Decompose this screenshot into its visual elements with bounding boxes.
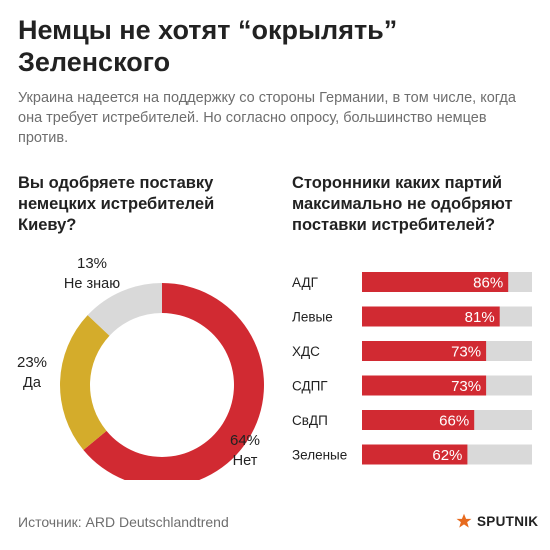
- donut-category-label: Нет: [233, 453, 258, 469]
- bar-3: [362, 375, 487, 396]
- bar-0: [362, 272, 509, 292]
- bar-value-label: 73%: [451, 378, 481, 395]
- page-title: Немцы не хотят “окрылять” Зеленского: [18, 15, 398, 77]
- bar-value-label: 73%: [451, 344, 481, 361]
- bar-value-label: 62%: [432, 447, 462, 464]
- brand-name: SPUTNIK: [477, 513, 539, 529]
- source-note: Источник: ARD Deutschlandtrend: [18, 514, 229, 530]
- bar-5: [362, 444, 468, 465]
- donut-value-label: 13%: [77, 255, 107, 272]
- bar-1: [362, 306, 500, 327]
- bar-category-label: АДГ: [292, 275, 319, 290]
- bar-2: [362, 341, 487, 361]
- donut-slice-1: [60, 315, 110, 451]
- brand-logo: SPUTNIK: [455, 512, 538, 530]
- bar-4: [362, 410, 475, 430]
- bar-value-label: 66%: [439, 413, 469, 430]
- donut-slice-2: [87, 283, 162, 336]
- donut-value-label: 23%: [17, 354, 47, 371]
- donut-slice-0: [83, 283, 264, 480]
- donut-chart: 64% Нет 23% Да 13% Не знаю: [17, 255, 264, 480]
- bar-category-label: ХДС: [292, 344, 320, 359]
- bar-chart: АДГ 86% Левые 81% ХДС 73% СДПГ 73% СвДП 66% Зелены…: [292, 272, 532, 465]
- bar-category-label: СДПГ: [292, 379, 328, 394]
- donut-category-label: Не знаю: [64, 276, 120, 292]
- bars-question: Сторонники каких партий максимально не о…: [292, 174, 513, 234]
- donut-value-label: 64%: [230, 432, 260, 449]
- bar-value-label: 81%: [465, 309, 495, 326]
- donut-category-label: Да: [23, 375, 42, 391]
- bar-category-label: Левые: [292, 310, 333, 325]
- bar-category-label: СвДП: [292, 413, 328, 428]
- bar-category-label: Зеленые: [292, 448, 347, 463]
- donut-question: Вы одобряете поставку немецких истребите…: [18, 174, 215, 234]
- bar-value-label: 86%: [473, 275, 503, 292]
- subtitle: Украина надеется на поддержку со стороны…: [18, 90, 516, 146]
- sputnik-logo-icon: [456, 513, 472, 528]
